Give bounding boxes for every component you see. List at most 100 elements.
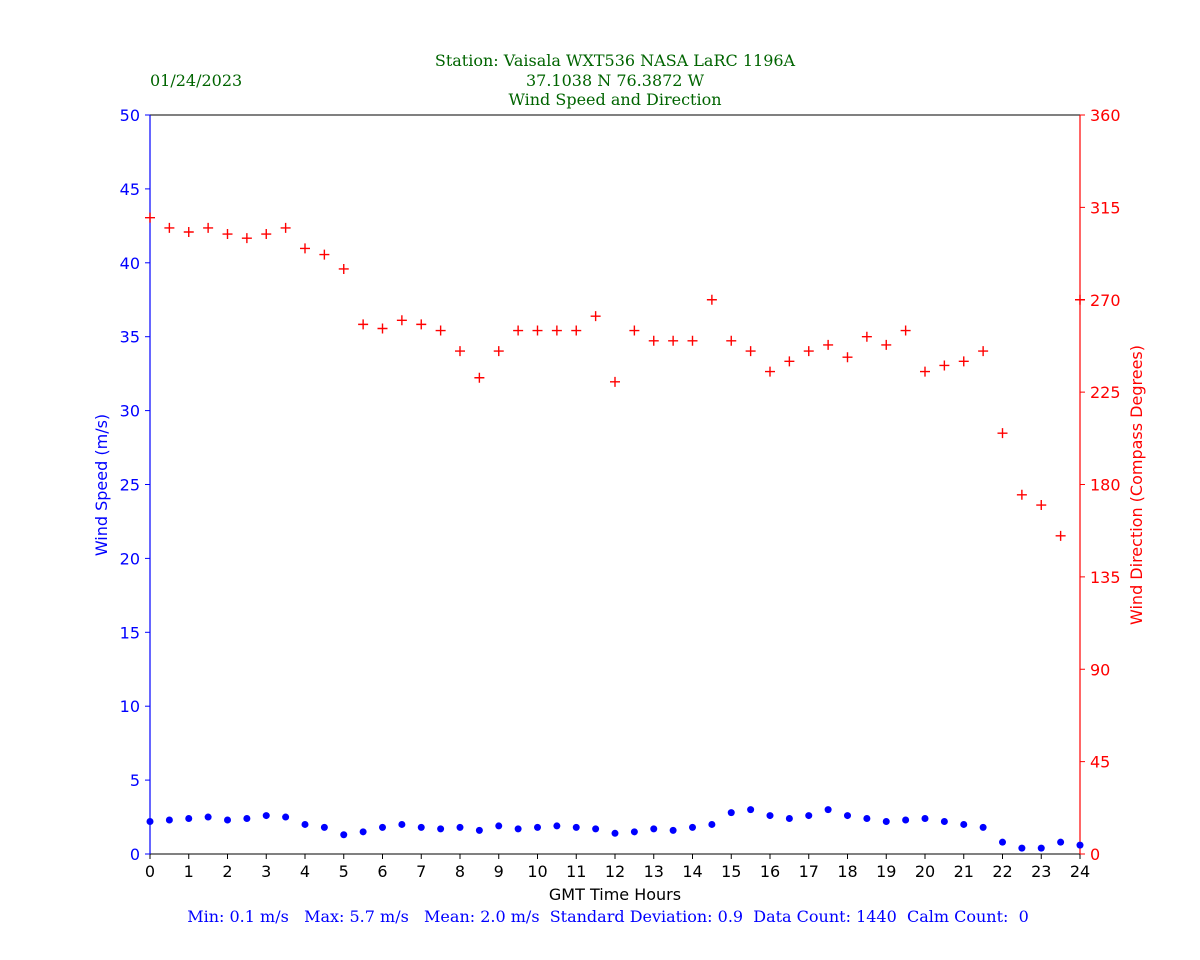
direction-point	[1036, 500, 1047, 511]
x-tick-label: 2	[222, 862, 232, 881]
direction-point	[551, 325, 562, 336]
direction-point	[358, 319, 369, 330]
direction-point	[1055, 530, 1066, 541]
speed-point	[1076, 841, 1084, 849]
speed-point	[262, 812, 270, 820]
direction-point	[222, 229, 233, 240]
x-tick-label: 0	[145, 862, 155, 881]
speed-point	[204, 813, 212, 821]
x-tick-label: 21	[954, 862, 974, 881]
speed-point	[785, 815, 793, 823]
right-axis-ticks: 0 45 90 135 180 225 270 315 360	[1080, 106, 1121, 864]
plot-frame	[149, 114, 1081, 855]
direction-point	[203, 222, 214, 233]
y-tick-label: 45	[120, 180, 140, 199]
x-tick-label: 8	[455, 862, 465, 881]
direction-point	[706, 294, 717, 305]
direction-point	[726, 335, 737, 346]
direction-point	[416, 319, 427, 330]
chart-title-coords: 37.1038 N 76.3872 W	[526, 71, 705, 90]
direction-point	[900, 325, 911, 336]
x-tick-label: 14	[682, 862, 702, 881]
speed-point	[185, 815, 193, 823]
speed-point	[960, 820, 968, 828]
direction-point	[319, 249, 330, 260]
speed-point	[592, 825, 600, 833]
direction-point	[939, 360, 950, 371]
direction-point	[435, 325, 446, 336]
x-tick-label: 22	[992, 862, 1012, 881]
direction-point	[241, 233, 252, 244]
direction-point	[745, 346, 756, 357]
y-tick-label: 30	[120, 402, 140, 421]
speed-point	[320, 823, 328, 831]
direction-point	[300, 243, 310, 254]
speed-point	[863, 815, 871, 823]
speed-point	[379, 823, 386, 831]
speed-point	[1018, 844, 1026, 852]
direction-point	[823, 339, 834, 350]
y-tick-label: 50	[120, 106, 140, 125]
y-tick-label: 5	[130, 771, 140, 790]
speed-point	[689, 823, 696, 831]
speed-point	[165, 816, 173, 824]
speed-point	[572, 823, 580, 831]
speed-point	[882, 817, 890, 825]
speed-point	[495, 822, 503, 830]
speed-point	[824, 806, 832, 814]
left-axis-label: Wind Speed (m/s)	[92, 414, 111, 556]
direction-point	[261, 229, 272, 240]
y2-tick-label: 0	[1090, 845, 1100, 864]
direction-point	[842, 352, 853, 363]
x-tick-label: 12	[605, 862, 625, 881]
y2-tick-label: 315	[1090, 198, 1121, 217]
x-tick-label: 4	[300, 862, 310, 881]
direction-point	[338, 263, 349, 274]
speed-point	[437, 825, 445, 833]
y2-tick-label: 135	[1090, 568, 1121, 587]
direction-point	[765, 366, 775, 377]
x-tick-label: 18	[837, 862, 857, 881]
y-tick-label: 40	[120, 254, 140, 273]
direction-point	[571, 325, 582, 336]
speed-point	[398, 820, 406, 828]
chart-date: 01/24/2023	[150, 71, 242, 90]
speed-point	[224, 816, 231, 824]
y-tick-label: 10	[120, 697, 140, 716]
speed-point	[553, 822, 561, 830]
direction-point	[164, 222, 175, 233]
speed-point	[766, 812, 774, 820]
x-tick-label: 17	[799, 862, 819, 881]
speed-point	[921, 815, 929, 823]
direction-point	[396, 315, 407, 326]
speed-point	[650, 825, 658, 833]
speed-point	[1037, 844, 1045, 852]
direction-point	[958, 356, 969, 367]
direction-point	[474, 372, 485, 383]
speed-point	[979, 823, 987, 831]
x-axis-ticks: 0 1 2 3 4 5 6 7 8 9 10 11 12 13 14 15 16 17 18 19 20 21 22 23 24	[145, 854, 1090, 881]
x-tick-label: 23	[1031, 862, 1051, 881]
direction-point	[610, 376, 620, 387]
speed-point	[243, 815, 251, 823]
direction-point	[997, 428, 1008, 439]
y-tick-label: 0	[130, 845, 140, 864]
direction-point	[280, 222, 291, 233]
wind-speed-series	[146, 806, 1084, 852]
direction-point	[1075, 294, 1085, 305]
direction-point	[629, 325, 640, 336]
speed-point	[630, 828, 638, 836]
direction-point	[493, 346, 504, 357]
y-tick-label: 20	[120, 549, 140, 568]
speed-point	[359, 828, 367, 836]
x-tick-label: 13	[644, 862, 664, 881]
direction-point	[687, 335, 698, 346]
direction-point	[1016, 489, 1027, 500]
y-tick-label: 35	[120, 328, 140, 347]
right-axis-label: Wind Direction (Compass Degrees)	[1127, 345, 1146, 625]
y2-tick-label: 225	[1090, 383, 1121, 402]
chart-subtitle: Wind Speed and Direction	[508, 90, 721, 109]
x-tick-label: 20	[915, 862, 935, 881]
x-tick-label: 19	[876, 862, 896, 881]
